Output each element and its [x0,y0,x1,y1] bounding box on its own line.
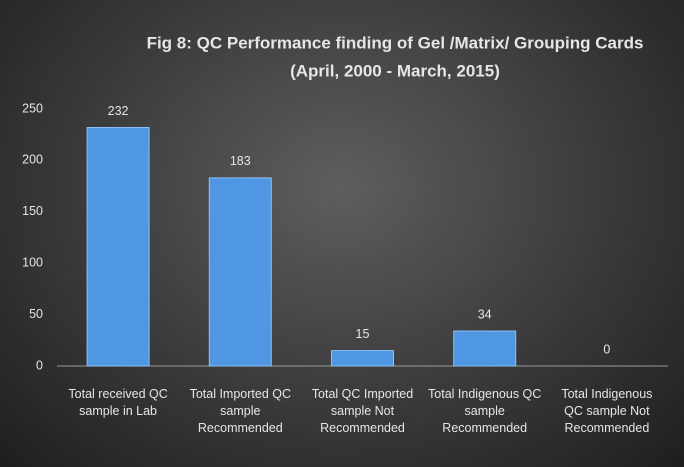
chart-title: Fig 8: QC Performance finding of Gel /Ma… [147,33,644,52]
data-label: 0 [603,342,610,356]
bar [208,177,272,367]
data-label: 15 [356,327,370,341]
y-tick-label: 50 [29,307,43,321]
data-label: 34 [478,307,492,321]
x-tick-label: Total received QC sample in Lab [68,387,168,418]
bar [86,127,150,367]
y-tick-label: 0 [36,358,43,372]
data-label: 183 [230,154,251,168]
y-tick-label: 200 [22,153,43,167]
chart-subtitle: (April, 2000 - March, 2015) [290,61,500,80]
y-tick-label: 250 [22,101,43,115]
x-tick-label: Total Imported QC sample Recommended [189,387,292,435]
bar [331,350,394,367]
data-label: 232 [108,104,129,118]
bar [453,330,517,367]
x-tick-label: Total Indigenous QC sample Not Recommend… [561,387,653,435]
x-tick-label: Total QC Imported sample Not Recommended [311,387,414,435]
y-tick-label: 150 [22,204,43,218]
x-tick-label: Total Indigenous QC sample Recommended [428,387,542,435]
y-tick-label: 100 [22,255,43,269]
